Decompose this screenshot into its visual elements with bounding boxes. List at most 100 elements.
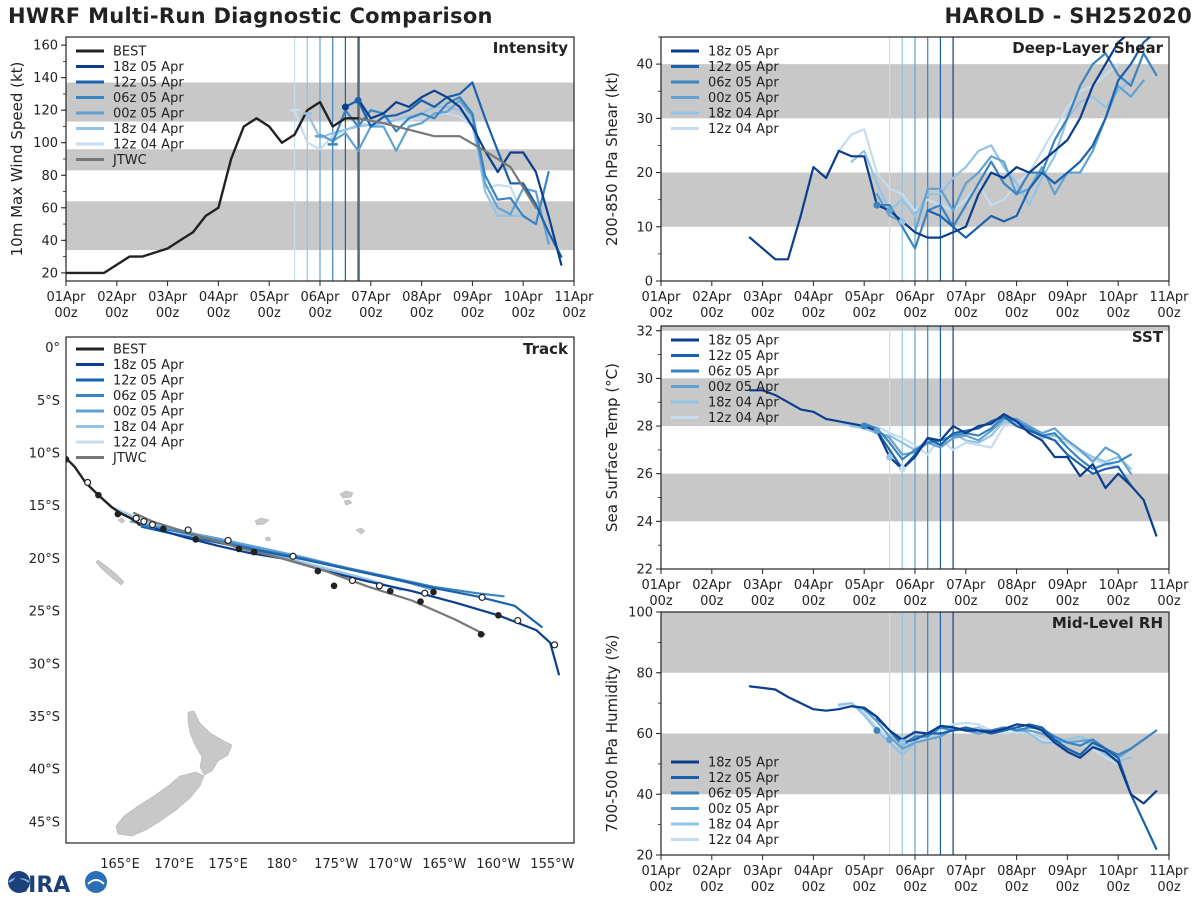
x-tick-label: 02Apr [692, 578, 732, 593]
x-tick-label: 00z [1005, 594, 1029, 609]
x-tick-label: 00z [54, 306, 78, 321]
series-line [875, 52, 1158, 250]
track-open-point [148, 521, 157, 529]
y-axis-label: 10m Max Wind Speed (kt) [8, 62, 26, 257]
legend-label: 12z 05 Apr [113, 374, 184, 389]
x-tick-label: 06Apr [300, 290, 340, 305]
x-tick-label: 165°E [100, 857, 140, 872]
x-tick-label: 00z [1157, 306, 1181, 321]
panel-shear: 01020304001Apr00z02Apr00z03Apr00z04Apr00… [603, 36, 1189, 321]
series-line [875, 717, 1158, 851]
y-axis-label: 200-850 hPa Shear (kt) [603, 72, 621, 246]
series-line [850, 417, 1133, 475]
x-tick-label: 00z [853, 306, 877, 321]
legend-label: 12z 05 Apr [708, 771, 779, 786]
land-mass [339, 490, 354, 499]
legend-label: 18z 04 Apr [708, 396, 779, 411]
panel-rh: 2040608010001Apr00z02Apr00z03Apr00z04Apr… [603, 606, 1189, 896]
y-tick-label: 140 [33, 71, 58, 86]
plot-area-intensity [66, 37, 574, 281]
track-filled-point [250, 548, 258, 556]
track-open-point [348, 576, 357, 585]
x-tick-label: 06Apr [895, 864, 935, 879]
y-tick-label: 30 [636, 112, 653, 127]
y-tick-label: 40 [636, 58, 653, 73]
track-filled-point [430, 588, 437, 596]
track-open-point [421, 589, 429, 597]
x-tick-label: 00z [903, 594, 927, 609]
x-tick-label: 00z [751, 594, 775, 609]
x-tick-label: 10Apr [504, 290, 544, 305]
legend-label: 18z 05 Apr [113, 358, 184, 373]
track-filled-point [114, 510, 122, 518]
x-tick-label: 00z [207, 306, 231, 321]
track-open-point [132, 514, 140, 522]
y-tick-label: 100 [628, 606, 653, 621]
y-tick-label: 80 [636, 666, 653, 681]
legend-label: 00z 05 Apr [113, 405, 184, 420]
x-tick-label: 00z [156, 306, 180, 321]
x-tick-label: 02Apr [692, 864, 732, 879]
legend-label: 12z 05 Apr [708, 349, 779, 364]
x-tick-label: 01Apr [46, 290, 86, 305]
series-line [837, 420, 1120, 468]
series-line [863, 415, 1133, 470]
track-filled-point [66, 455, 70, 463]
x-tick-label: 170°E [154, 857, 194, 872]
track-filled-point [314, 567, 322, 575]
x-tick-label: 03Apr [743, 864, 783, 879]
x-tick-label: 05Apr [845, 578, 885, 593]
x-tick-label: 05Apr [250, 290, 290, 305]
y-tick-label: 35°S [29, 710, 60, 725]
init-marker [886, 736, 894, 744]
y-tick-label: 30 [636, 372, 653, 387]
track-open-point [140, 517, 148, 526]
x-tick-label: 00z [461, 306, 485, 321]
storm-id-title: HAROLD - SH252020 [944, 4, 1192, 28]
x-tick-label: 175°W [314, 857, 358, 872]
x-tick-label: 00z [700, 594, 724, 609]
x-tick-label: 11Apr [1149, 578, 1189, 593]
land-mass [95, 559, 125, 586]
panel-title: SST [1132, 328, 1164, 346]
legend-label: 12z 05 Apr [113, 76, 184, 91]
x-tick-label: 155°W [530, 857, 574, 872]
y-tick-label: 100 [33, 136, 58, 151]
x-tick-label: 00z [1157, 594, 1181, 609]
legend-label: 12z 04 Apr [708, 833, 779, 848]
x-tick-label: 01Apr [641, 864, 681, 879]
panel-title: Track [523, 340, 569, 358]
x-tick-label: 00z [1107, 880, 1131, 895]
init-marker [886, 453, 894, 461]
x-tick-label: 00z [954, 880, 978, 895]
track-open-point [84, 478, 92, 487]
track-open-point [289, 552, 297, 560]
y-tick-label: 32 [636, 324, 653, 339]
land-mass [254, 517, 270, 526]
legend-label: 06z 05 Apr [113, 389, 184, 404]
legend-label: 18z 05 Apr [708, 756, 779, 771]
page-title: HWRF Multi-Run Diagnostic Comparison [8, 4, 493, 28]
y-tick-label: 25°S [29, 605, 60, 620]
x-tick-label: 00z [1107, 594, 1131, 609]
map-area [66, 455, 561, 837]
y-tick-label: 20°S [29, 552, 60, 567]
x-tick-label: 08Apr [997, 578, 1037, 593]
panel-title: Intensity [493, 39, 569, 57]
x-tick-label: 10Apr [1099, 864, 1139, 879]
x-tick-label: 00z [751, 306, 775, 321]
init-marker [873, 427, 881, 435]
x-tick-label: 180° [267, 857, 298, 872]
x-tick-label: 00z [1005, 880, 1029, 895]
y-tick-label: 10°S [29, 446, 60, 461]
legend-label: 06z 05 Apr [708, 365, 779, 380]
x-tick-label: 175°E [208, 857, 248, 872]
track-filled-point [235, 545, 243, 553]
legend-label: BEST [113, 343, 146, 358]
track-filled-point [386, 587, 394, 595]
land-mass [187, 710, 233, 776]
x-tick-label: 06Apr [895, 578, 935, 593]
legend-label: 00z 05 Apr [708, 380, 779, 395]
